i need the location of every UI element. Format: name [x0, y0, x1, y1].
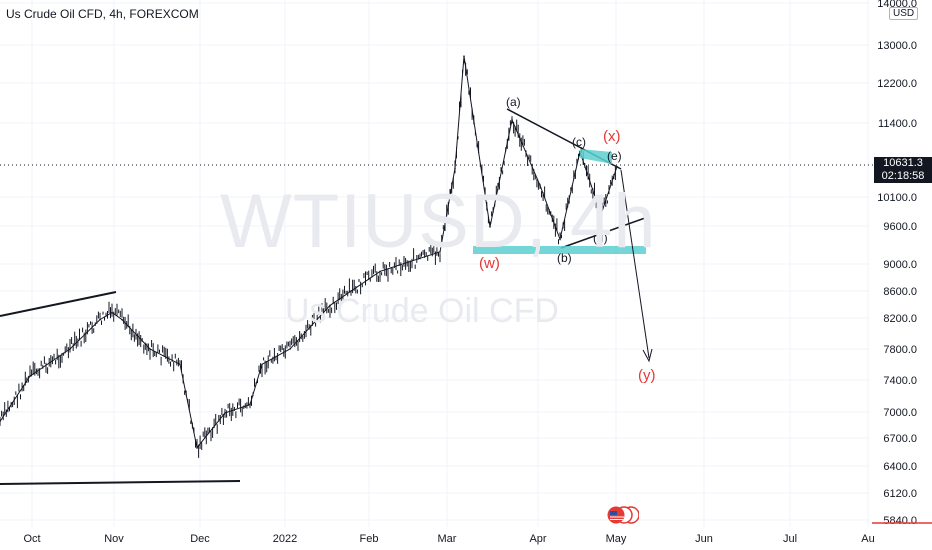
wave-label-e: (e) — [607, 149, 622, 163]
symbol-watermark: WTIUSD, 4h — [220, 179, 657, 264]
series-point — [224, 412, 226, 414]
wave-label-d: (d) — [593, 231, 608, 245]
price-tick-label: 10100.0 — [877, 192, 917, 204]
trendline-left-upper[interactable] — [0, 291, 117, 317]
currency-badge[interactable]: USD — [889, 7, 919, 20]
price-tick-label: 14000.0 — [877, 0, 917, 10]
time-tick-label: Mar — [438, 533, 457, 545]
series-point — [511, 119, 513, 121]
series-point — [261, 363, 263, 366]
wave-label-y: (y) — [638, 367, 656, 384]
time-tick-label: Jul — [783, 533, 797, 545]
series-point — [539, 184, 541, 187]
series-point — [0, 420, 1, 423]
price-tick-label: 11400.0 — [878, 118, 917, 130]
price-tick-label: 6700.0 — [883, 433, 917, 445]
price-tick-label: 13000.0 — [877, 40, 917, 52]
series-point — [99, 318, 101, 321]
projection-arrow-head — [642, 348, 653, 363]
time-tick-label: Jun — [695, 533, 713, 545]
current-price-label: 10631.3 02:18:58 — [874, 157, 932, 183]
series-point — [329, 304, 331, 307]
series-point — [249, 403, 251, 406]
series-point — [439, 251, 441, 253]
wave-label-b: (b) — [557, 251, 572, 265]
series-point — [289, 348, 291, 350]
price-tick-label: 12200.0 — [877, 78, 917, 90]
wave-label-x: (x) — [603, 128, 621, 145]
series-point — [379, 270, 381, 273]
support-zone[interactable] — [473, 246, 646, 254]
series-point — [489, 226, 491, 228]
series-point — [196, 446, 198, 449]
time-tick-label: May — [606, 533, 627, 545]
price-tick-label: 7800.0 — [883, 344, 917, 356]
price-tick-label: 8200.0 — [883, 313, 917, 325]
name-watermark: Us Crude Oil CFD — [285, 292, 559, 330]
grid-lines — [0, 0, 870, 527]
series-point — [149, 348, 151, 350]
series-point — [463, 55, 465, 57]
us-flag-events-icon[interactable] — [605, 505, 639, 525]
time-tick-label: Au — [861, 533, 874, 545]
price-tick-label: 7000.0 — [883, 407, 917, 419]
series-point — [600, 213, 602, 216]
price-tick-label: 9600.0 — [883, 221, 917, 233]
series-point — [29, 375, 31, 377]
triangle-lower-line[interactable] — [560, 217, 646, 249]
projection-arrow-line — [620, 169, 650, 359]
wave-label-c: (c) — [572, 135, 586, 149]
time-tick-label: Oct — [23, 533, 40, 545]
series-point — [121, 318, 123, 321]
chart-title: Us Crude Oil CFD, 4h, FOREXCOM — [6, 7, 199, 21]
series-point — [111, 311, 113, 314]
trendline-left-lower[interactable] — [0, 480, 241, 485]
price-tick-label: 7400.0 — [883, 375, 917, 387]
wave-label-a: (a) — [506, 95, 521, 109]
bar-countdown: 02:18:58 — [881, 170, 925, 182]
price-tick-label: 5840.0 — [883, 515, 917, 527]
price-series-line — [0, 56, 618, 449]
wave-label-w: (w) — [479, 255, 500, 272]
series-point — [179, 363, 181, 366]
price-tick-label: 6120.0 — [883, 488, 917, 500]
price-series — [0, 55, 618, 458]
time-axis[interactable]: Oct Nov Dec 2022 Feb Mar Apr May Jun Jul Au — [23, 533, 874, 545]
series-point — [419, 257, 421, 260]
series-point — [69, 348, 71, 350]
price-tick-label: 8600.0 — [883, 286, 917, 298]
time-tick-label: 2022 — [273, 533, 297, 545]
resistance-zone[interactable] — [580, 149, 612, 164]
series-point — [454, 167, 456, 170]
time-tick-label: Dec — [190, 533, 210, 545]
series-point — [559, 238, 561, 240]
time-tick-label: Apr — [529, 533, 546, 545]
price-tick-label: 9000.0 — [883, 259, 917, 271]
price-axis[interactable]: 14000.0 13000.0 12200.0 11400.0 10100.0 9600.… — [877, 0, 917, 527]
time-tick-label: Feb — [360, 533, 379, 545]
price-tick-label: 6400.0 — [883, 461, 917, 473]
current-price-value: 10631.3 — [883, 157, 923, 169]
time-tick-label: Nov — [104, 533, 124, 545]
